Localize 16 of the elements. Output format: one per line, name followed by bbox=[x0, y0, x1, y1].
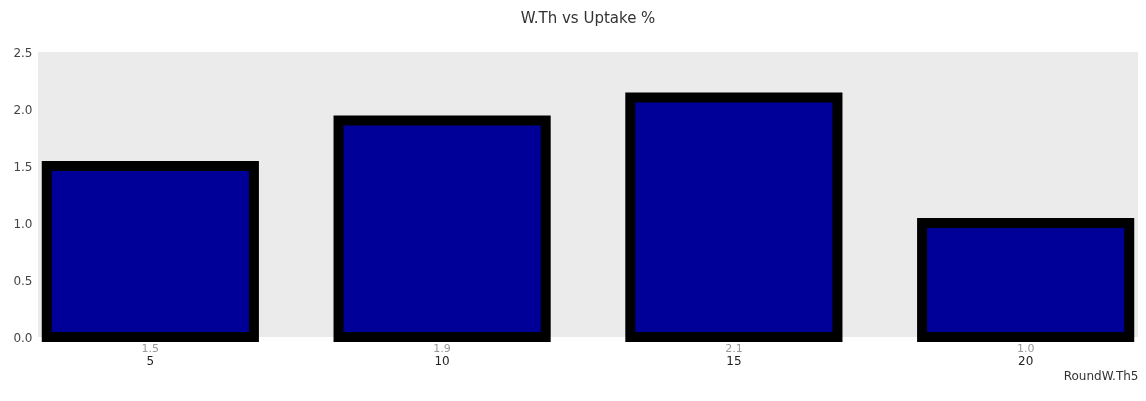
data-label: 1.5 bbox=[141, 342, 160, 355]
x-tick-label: 10 bbox=[434, 353, 450, 368]
data-label: 1.0 bbox=[1016, 342, 1035, 355]
x-tick-label: 5 bbox=[146, 353, 155, 368]
y-tick-label: 1.0 bbox=[13, 216, 33, 231]
y-tick-label: 2.5 bbox=[13, 45, 33, 60]
x-axis-title: RoundW.Th5 bbox=[1063, 368, 1139, 383]
y-tick-label: 0.5 bbox=[13, 273, 33, 288]
x-tick-label: 20 bbox=[1018, 353, 1034, 368]
y-tick-label: 2.0 bbox=[13, 102, 33, 117]
x-tick-label: 15 bbox=[726, 353, 742, 368]
y-tick-label: 0.0 bbox=[13, 330, 33, 345]
data-label: 1.9 bbox=[433, 342, 451, 355]
chart-title: W.Th vs Uptake % bbox=[520, 9, 656, 27]
y-tick-label: 1.5 bbox=[13, 159, 33, 174]
data-label: 2.1 bbox=[725, 342, 743, 355]
